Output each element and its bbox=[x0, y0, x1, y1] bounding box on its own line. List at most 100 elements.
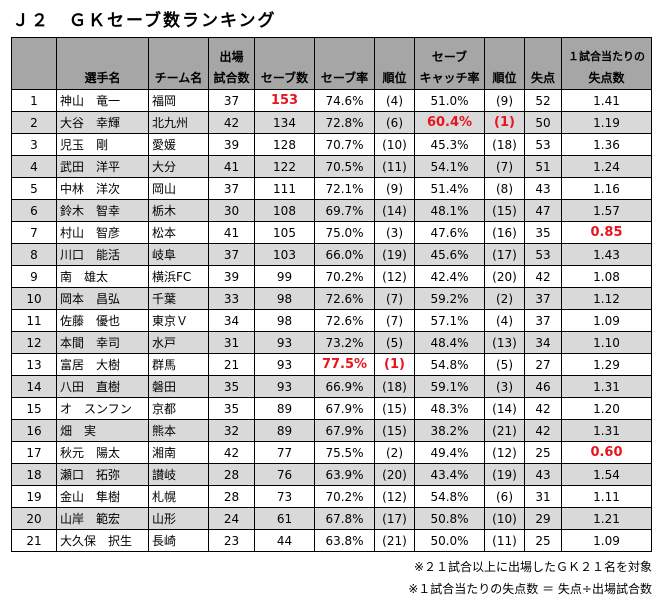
cell-team: 長崎 bbox=[148, 529, 209, 552]
cell-player-name: 本間 幸司 bbox=[56, 331, 149, 354]
cell-per-game: 1.08 bbox=[561, 265, 652, 288]
cell-save-rank: (7) bbox=[374, 287, 415, 310]
cell-goals-against: 53 bbox=[524, 243, 562, 266]
cell-saves: 105 bbox=[254, 221, 315, 244]
cell-saves: 44 bbox=[254, 529, 315, 552]
cell-player-name: 南 雄太 bbox=[56, 265, 149, 288]
cell-per-game: 1.41 bbox=[561, 89, 652, 112]
cell-team: 山形 bbox=[148, 507, 209, 530]
cell-save-rank: (21) bbox=[374, 529, 415, 552]
cell-goals-against: 43 bbox=[524, 463, 562, 486]
cell-per-game: 1.16 bbox=[561, 177, 652, 200]
header-saves-top bbox=[254, 37, 315, 68]
cell-goals-against: 34 bbox=[524, 331, 562, 354]
cell-save-rank: (15) bbox=[374, 397, 415, 420]
header-rank1-top bbox=[374, 37, 415, 68]
cell-catch-rank: (5) bbox=[484, 353, 525, 376]
cell-rank: 14 bbox=[11, 375, 57, 398]
cell-catch-rank: (1) bbox=[484, 111, 525, 134]
cell-per-game: 1.31 bbox=[561, 419, 652, 442]
cell-catch-rank: (18) bbox=[484, 133, 525, 156]
table-row: 10 岡本 昌弘 千葉 33 98 72.6% (7) 59.2% (2) 37 1.12 bbox=[11, 287, 652, 310]
cell-rank: 18 bbox=[11, 463, 57, 486]
cell-team: 熊本 bbox=[148, 419, 209, 442]
cell-save-rate: 77.5% bbox=[314, 353, 375, 376]
header-rank2-top bbox=[484, 37, 525, 68]
header-rank-bottom bbox=[11, 67, 57, 90]
cell-catch-rank: (11) bbox=[484, 529, 525, 552]
cell-team: 松本 bbox=[148, 221, 209, 244]
cell-per-game: 0.85 bbox=[561, 221, 652, 244]
header-row-bottom: 選手名 チーム名 試合数 セーブ数 セーブ率 順位 キャッチ率 順位 失点 失点… bbox=[11, 67, 652, 90]
cell-catch-rate: 60.4% bbox=[414, 111, 485, 134]
cell-save-rank: (12) bbox=[374, 265, 415, 288]
header-catch-rank: 順位 bbox=[484, 67, 525, 90]
cell-games: 35 bbox=[208, 397, 255, 420]
cell-catch-rate: 54.8% bbox=[414, 353, 485, 376]
cell-team: 讃岐 bbox=[148, 463, 209, 486]
cell-catch-rate: 51.4% bbox=[414, 177, 485, 200]
cell-player-name: 岡本 昌弘 bbox=[56, 287, 149, 310]
header-ga-top bbox=[524, 37, 562, 68]
cell-goals-against: 46 bbox=[524, 375, 562, 398]
cell-per-game: 1.09 bbox=[561, 309, 652, 332]
cell-per-game: 1.24 bbox=[561, 155, 652, 178]
cell-catch-rank: (13) bbox=[484, 331, 525, 354]
cell-catch-rank: (7) bbox=[484, 155, 525, 178]
cell-save-rank: (20) bbox=[374, 463, 415, 486]
cell-games: 39 bbox=[208, 133, 255, 156]
cell-catch-rate: 38.2% bbox=[414, 419, 485, 442]
cell-catch-rate: 50.0% bbox=[414, 529, 485, 552]
header-save-rate: セーブ率 bbox=[314, 67, 375, 90]
cell-games: 23 bbox=[208, 529, 255, 552]
cell-save-rate: 72.8% bbox=[314, 111, 375, 134]
cell-goals-against: 43 bbox=[524, 177, 562, 200]
cell-save-rank: (5) bbox=[374, 331, 415, 354]
cell-player-name: オ スンフン bbox=[56, 397, 149, 420]
header-per-game-top: １試合当たりの bbox=[561, 37, 652, 68]
cell-save-rate: 67.9% bbox=[314, 397, 375, 420]
cell-games: 31 bbox=[208, 331, 255, 354]
header-catch-rate: キャッチ率 bbox=[414, 67, 485, 90]
cell-catch-rank: (6) bbox=[484, 485, 525, 508]
cell-goals-against: 52 bbox=[524, 89, 562, 112]
cell-catch-rate: 49.4% bbox=[414, 441, 485, 464]
cell-games: 28 bbox=[208, 485, 255, 508]
header-team: チーム名 bbox=[148, 67, 209, 90]
cell-saves: 111 bbox=[254, 177, 315, 200]
table-row: 11 佐藤 優也 東京Ｖ 34 98 72.6% (7) 57.1% (4) 37 1.09 bbox=[11, 309, 652, 332]
cell-catch-rate: 54.8% bbox=[414, 485, 485, 508]
page-title: Ｊ２ ＧＫセーブ数ランキング bbox=[12, 11, 277, 31]
cell-rank: 17 bbox=[11, 441, 57, 464]
cell-team: 福岡 bbox=[148, 89, 209, 112]
cell-save-rank: (12) bbox=[374, 485, 415, 508]
cell-goals-against: 25 bbox=[524, 529, 562, 552]
table-row: 20 山岸 範宏 山形 24 61 67.8% (17) 50.8% (10) 29 1.21 bbox=[11, 507, 652, 530]
cell-rank: 16 bbox=[11, 419, 57, 442]
cell-catch-rank: (12) bbox=[484, 441, 525, 464]
cell-catch-rate: 47.6% bbox=[414, 221, 485, 244]
cell-games: 34 bbox=[208, 309, 255, 332]
cell-player-name: 武田 洋平 bbox=[56, 155, 149, 178]
cell-games: 42 bbox=[208, 111, 255, 134]
cell-saves: 93 bbox=[254, 331, 315, 354]
cell-team: 湘南 bbox=[148, 441, 209, 464]
cell-catch-rank: (17) bbox=[484, 243, 525, 266]
cell-saves: 93 bbox=[254, 353, 315, 376]
cell-rank: 9 bbox=[11, 265, 57, 288]
cell-save-rank: (19) bbox=[374, 243, 415, 266]
cell-team: 水戸 bbox=[148, 331, 209, 354]
table-row: 18 瀬口 拓弥 讃岐 28 76 63.9% (20) 43.4% (19) 43 1.54 bbox=[11, 463, 652, 486]
cell-rank: 3 bbox=[11, 133, 57, 156]
cell-per-game: 1.43 bbox=[561, 243, 652, 266]
cell-per-game: 1.29 bbox=[561, 353, 652, 376]
table-row: 7 村山 智彦 松本 41 105 75.0% (3) 47.6% (16) 35 0.85 bbox=[11, 221, 652, 244]
cell-saves: 89 bbox=[254, 419, 315, 442]
cell-games: 37 bbox=[208, 177, 255, 200]
cell-saves: 153 bbox=[254, 89, 315, 112]
cell-save-rank: (3) bbox=[374, 221, 415, 244]
cell-team: 岐阜 bbox=[148, 243, 209, 266]
cell-catch-rate: 50.8% bbox=[414, 507, 485, 530]
cell-save-rate: 73.2% bbox=[314, 331, 375, 354]
